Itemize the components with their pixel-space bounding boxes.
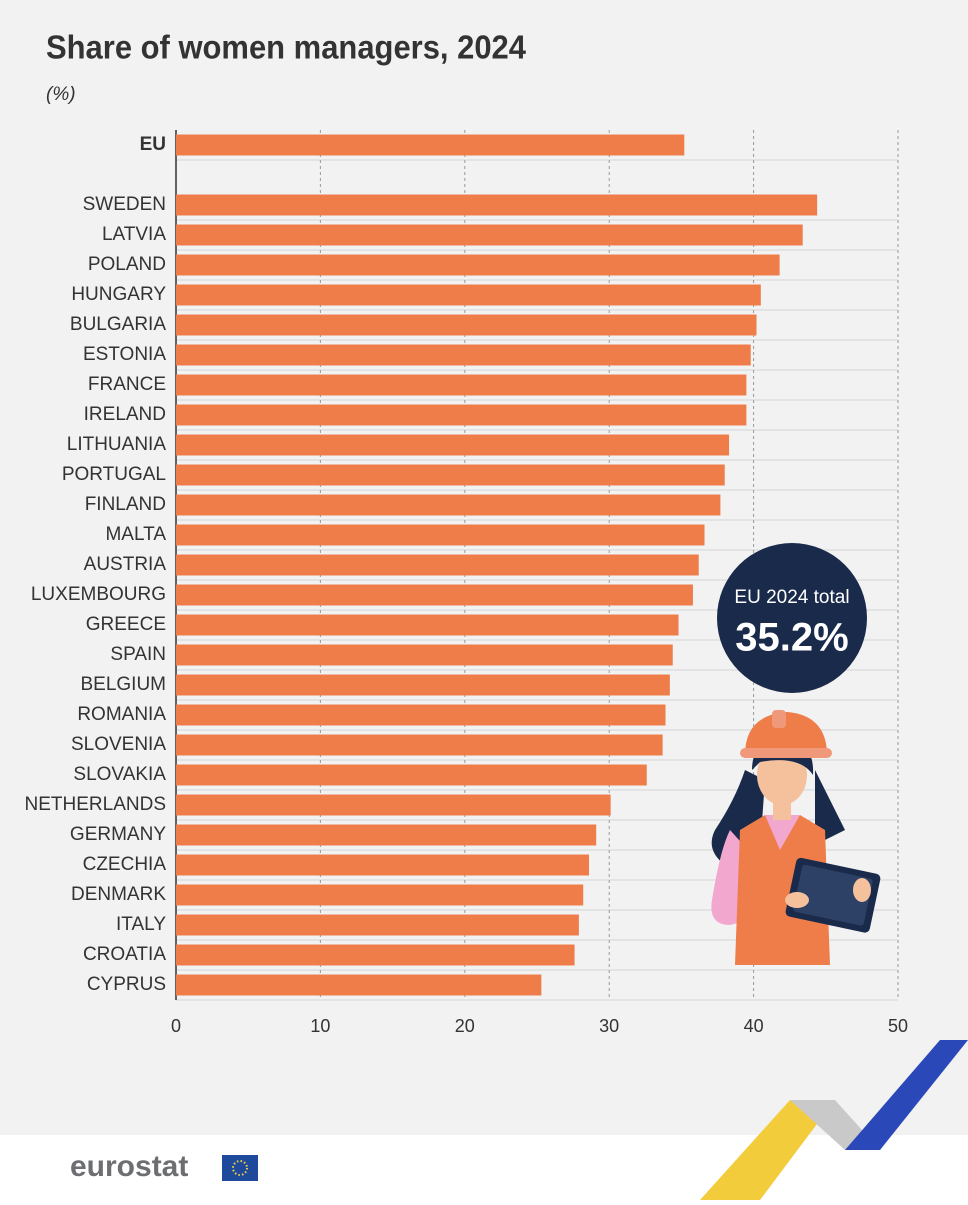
y-tick-label: SLOVENIA xyxy=(71,734,166,755)
bar xyxy=(176,944,575,966)
y-tick-label: CZECHIA xyxy=(83,854,167,875)
bar xyxy=(176,464,725,486)
bar xyxy=(176,614,679,636)
bar xyxy=(176,134,685,156)
bar xyxy=(176,224,803,246)
y-tick-label: FINLAND xyxy=(85,494,166,515)
y-tick-label: NETHERLANDS xyxy=(25,794,166,815)
y-tick-label: LITHUANIA xyxy=(67,434,167,455)
bar xyxy=(176,914,579,936)
decoration xyxy=(700,1040,968,1200)
y-tick-label: EU xyxy=(140,134,166,155)
x-tick-label: 0 xyxy=(171,1016,181,1036)
chart-title: Share of women managers, 2024 xyxy=(46,29,527,66)
annotation-circle xyxy=(717,543,867,693)
y-tick-label: LUXEMBOURG xyxy=(31,584,166,605)
bar xyxy=(176,854,589,876)
y-tick-label: ESTONIA xyxy=(83,344,166,365)
bar xyxy=(176,674,670,696)
y-tick-label: ROMANIA xyxy=(77,704,166,725)
y-tick-label: BELGIUM xyxy=(80,674,166,695)
bar xyxy=(176,584,693,606)
bar xyxy=(176,824,597,846)
x-tick-label: 30 xyxy=(599,1016,619,1036)
y-tick-label: LATVIA xyxy=(102,224,166,245)
bar xyxy=(176,194,818,216)
bar xyxy=(176,644,673,666)
bar xyxy=(176,374,747,396)
bar xyxy=(176,884,584,906)
bar xyxy=(176,734,663,756)
x-tick-label: 20 xyxy=(455,1016,475,1036)
bar xyxy=(176,704,666,726)
y-tick-label: SWEDEN xyxy=(83,194,166,215)
y-tick-label: MALTA xyxy=(105,524,166,545)
y-tick-label: GERMANY xyxy=(70,824,166,845)
bar xyxy=(176,254,780,276)
bar xyxy=(176,404,747,426)
y-tick-label: HUNGARY xyxy=(71,284,166,305)
y-tick-label: ITALY xyxy=(116,914,166,935)
bar xyxy=(176,434,730,456)
y-tick-label: BULGARIA xyxy=(70,314,166,335)
annotation-label: EU 2024 total xyxy=(734,587,849,608)
y-tick-label: SPAIN xyxy=(110,644,166,665)
bar xyxy=(176,554,699,576)
y-tick-label: AUSTRIA xyxy=(84,554,167,575)
y-tick-label: PORTUGAL xyxy=(62,464,166,485)
bar xyxy=(176,314,757,336)
chart-subtitle: (%) xyxy=(46,84,76,105)
bar xyxy=(176,974,542,996)
y-tick-label: GREECE xyxy=(86,614,166,635)
x-tick-label: 10 xyxy=(310,1016,330,1036)
bar xyxy=(176,494,721,516)
y-tick-label: CYPRUS xyxy=(87,974,166,995)
x-tick-label: 40 xyxy=(744,1016,764,1036)
bar xyxy=(176,344,751,366)
source-logo: eurostat xyxy=(70,1150,188,1183)
y-tick-label: POLAND xyxy=(88,254,166,275)
y-tick-label: IRELAND xyxy=(84,404,166,425)
y-tick-label: SLOVAKIA xyxy=(73,764,166,785)
x-tick-label: 50 xyxy=(888,1016,908,1036)
y-tick-label: DENMARK xyxy=(71,884,166,905)
illustration xyxy=(711,710,881,965)
bar xyxy=(176,524,705,546)
bar xyxy=(176,764,647,786)
eu-flag xyxy=(222,1155,258,1181)
annotation-value: 35.2% xyxy=(735,616,848,660)
eu-stars xyxy=(232,1160,248,1176)
y-tick-label: CROATIA xyxy=(83,944,166,965)
bar xyxy=(176,794,611,816)
y-tick-label: FRANCE xyxy=(88,374,166,395)
bar xyxy=(176,284,761,306)
